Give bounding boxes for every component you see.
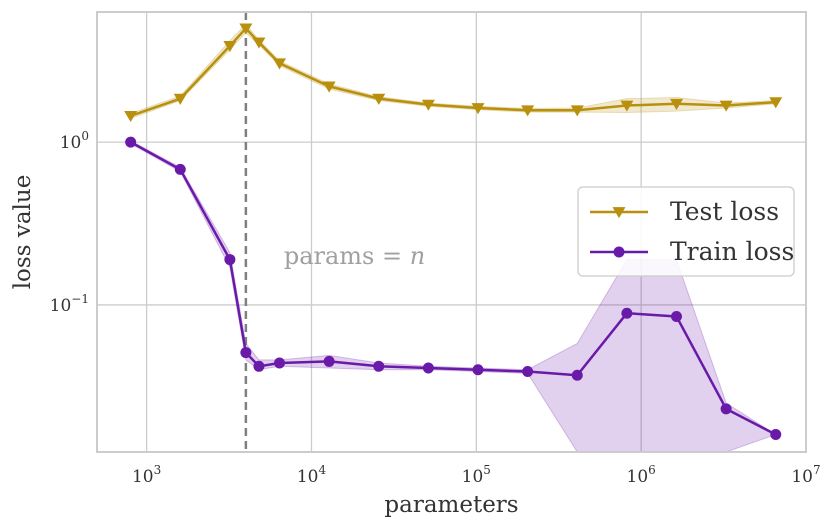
marker-series-0-point-6 xyxy=(322,81,336,93)
marker-series-0-point-15 xyxy=(769,97,783,109)
x-tick-exponent-3: 6 xyxy=(648,463,656,477)
x-tick-base-3: 10 xyxy=(627,467,649,487)
x-tick-exponent-1: 4 xyxy=(318,463,326,477)
params-equals-n-annotation: params = n xyxy=(284,242,425,270)
x-tick-labels: 103 104 105 106 107 xyxy=(132,463,821,487)
marker-series-1-point-6 xyxy=(323,355,335,367)
x-tick-base-1: 10 xyxy=(297,467,319,487)
line-series-0 xyxy=(130,27,776,118)
marker-series-1-point-7 xyxy=(373,360,385,372)
x-tick-base-0: 10 xyxy=(132,467,154,487)
x-tick-exponent-0: 3 xyxy=(154,463,162,477)
y-tick-exponent-1: −1 xyxy=(71,292,89,306)
legend: Test loss Train loss xyxy=(577,186,795,277)
marker-series-0-point-13 xyxy=(670,98,684,110)
x-tick-label-1: 104 xyxy=(297,463,327,487)
x-tick-label-4: 107 xyxy=(791,463,820,487)
x-tick-base-2: 10 xyxy=(462,467,484,487)
x-tick-exponent-4: 7 xyxy=(813,463,821,477)
marker-series-1-point-10 xyxy=(522,366,534,378)
marker-series-1-point-9 xyxy=(472,364,484,376)
marker-series-1-point-2 xyxy=(224,254,236,266)
marker-series-0-point-4 xyxy=(252,37,266,49)
marker-series-0-point-14 xyxy=(719,100,733,112)
marker-series-1-point-15 xyxy=(770,429,782,441)
marker-series-1-point-8 xyxy=(422,362,434,374)
marker-series-0-point-10 xyxy=(521,105,535,117)
marker-series-1-point-14 xyxy=(720,403,732,415)
y-tick-exponent-0: 0 xyxy=(81,129,89,143)
y-tick-base-1: 10 xyxy=(50,296,72,316)
marker-series-0-point-0 xyxy=(124,110,138,123)
marker-series-0-point-8 xyxy=(421,99,435,111)
series-lines xyxy=(130,27,777,436)
marker-series-1-point-4 xyxy=(253,360,265,372)
marker-series-1-point-12 xyxy=(621,307,633,319)
y-tick-label-0: 100 xyxy=(60,129,89,153)
y-tick-label-1: 10−1 xyxy=(50,292,89,316)
legend-label-0: Test loss xyxy=(670,197,779,226)
marker-series-1-point-1 xyxy=(174,163,186,175)
marker-series-1-point-0 xyxy=(125,136,137,148)
x-axis-label: parameters xyxy=(384,492,518,518)
marker-series-0-point-7 xyxy=(372,93,386,105)
marker-series-1-point-11 xyxy=(571,369,583,381)
annotation-variable: n xyxy=(410,242,425,270)
x-tick-label-0: 103 xyxy=(132,463,161,487)
legend-marker-1 xyxy=(613,246,625,258)
series-markers xyxy=(124,23,783,441)
marker-series-0-point-1 xyxy=(173,93,187,105)
x-tick-label-3: 106 xyxy=(627,463,656,487)
marker-series-0-point-5 xyxy=(273,58,287,70)
x-tick-label-2: 105 xyxy=(462,463,491,487)
x-tick-base-4: 10 xyxy=(791,467,813,487)
marker-series-1-point-5 xyxy=(274,357,286,369)
marker-series-0-point-3 xyxy=(239,23,253,35)
legend-box xyxy=(577,186,795,277)
legend-marker-0 xyxy=(612,207,626,219)
marker-series-0-point-9 xyxy=(471,103,485,115)
marker-series-0-point-12 xyxy=(620,100,634,112)
marker-series-0-point-2 xyxy=(223,41,237,53)
marker-series-1-point-13 xyxy=(671,310,683,322)
legend-label-1: Train loss xyxy=(670,237,794,266)
x-tick-exponent-2: 5 xyxy=(483,463,491,477)
line-series-1 xyxy=(130,141,777,436)
y-axis-label: loss value xyxy=(10,175,36,290)
marker-series-1-point-3 xyxy=(240,347,252,359)
annotation-text: params = xyxy=(284,242,410,270)
plot-frame xyxy=(96,11,807,453)
y-tick-base-0: 10 xyxy=(60,133,82,153)
marker-series-0-point-11 xyxy=(570,105,584,117)
